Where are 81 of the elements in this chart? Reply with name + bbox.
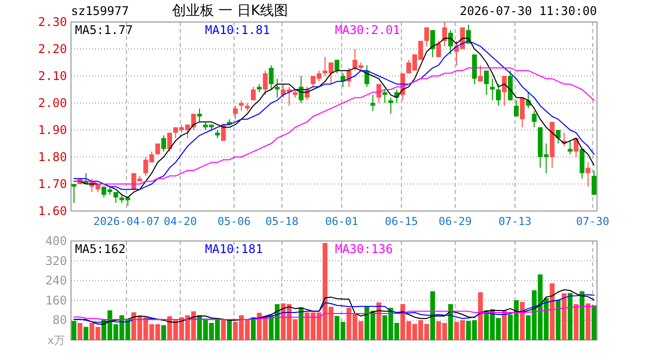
y-tick-label: 2.10 (38, 69, 67, 83)
candlestick (448, 30, 453, 55)
y-tick-label: 2.00 (38, 96, 67, 110)
bar (78, 322, 82, 340)
candlestick (161, 134, 166, 152)
y-tick-label: 80 (52, 313, 67, 328)
candlestick (346, 67, 352, 88)
candlestick (514, 100, 519, 117)
x-tick-label: 07-13 (498, 215, 532, 228)
text: MA30:2.01 (335, 23, 400, 37)
y-tick-label: 1.90 (38, 123, 67, 137)
candlestick (574, 138, 578, 158)
bar (161, 325, 166, 340)
candlestick (436, 40, 441, 58)
x-tick-label: 05-18 (265, 215, 298, 228)
candlestick (167, 132, 172, 152)
candlestick (520, 97, 525, 128)
x-tick-label: 07-30 (576, 215, 610, 228)
candlestick (334, 59, 340, 74)
bar (84, 326, 88, 340)
candlestick (424, 26, 430, 47)
candlestick (532, 110, 537, 128)
candlestick (262, 70, 268, 96)
candlestick (592, 170, 596, 196)
candlestick (568, 140, 572, 155)
candlestick (478, 64, 483, 82)
bar (574, 304, 578, 340)
text: sz159977 (71, 4, 129, 18)
candlestick (586, 162, 590, 188)
y-tick-label: 1.70 (38, 177, 67, 191)
x-tick-label: 06-01 (325, 215, 358, 228)
bar (72, 320, 76, 340)
candlestick (232, 105, 238, 120)
x-tick-label: 2026-04-07 (93, 215, 160, 228)
candlestick (442, 22, 447, 47)
text: MA10:181 (205, 242, 263, 256)
candlestick (197, 108, 202, 122)
y-axis-title: x万 (47, 334, 65, 347)
candlestick (496, 84, 501, 106)
text: MA10:1.81 (205, 23, 270, 37)
y-tick-label: 320 (45, 254, 67, 268)
bar (562, 293, 567, 340)
candlestick (113, 192, 118, 204)
y-tick-label: 2.30 (38, 15, 67, 29)
bar (221, 319, 226, 340)
bar (592, 305, 596, 340)
bar (298, 307, 304, 340)
y-tick-label: 400 (45, 234, 67, 248)
candlestick (484, 70, 489, 96)
bar (430, 291, 436, 340)
bar (448, 304, 453, 340)
y-tick-label: 1.80 (38, 150, 67, 164)
y-tick-label: 1.60 (38, 204, 67, 218)
line-series (73, 289, 595, 325)
text: 2026-07-30 11:30:00 (460, 4, 597, 18)
line-series (73, 306, 595, 320)
text: MA5:1.77 (75, 23, 133, 37)
chart-title: 创业板 一 日K线图 (172, 3, 288, 19)
x-tick-label: 05-06 (218, 215, 251, 228)
candlestick (72, 184, 76, 204)
y-tick-label: 240 (45, 274, 67, 288)
candlestick (155, 143, 160, 155)
y-tick-label: 160 (45, 293, 67, 308)
bar (478, 292, 483, 340)
text: MA30:136 (335, 242, 393, 256)
candlestick (340, 72, 346, 88)
candlestick (490, 78, 495, 101)
candlestick (250, 86, 256, 101)
text: MA5:162 (75, 242, 126, 256)
candlestick (430, 30, 436, 58)
candlestick (382, 89, 388, 104)
bar (227, 320, 232, 340)
candlestick (268, 64, 274, 90)
y-tick-label: 2.20 (38, 42, 67, 56)
x-tick-label: 06-15 (384, 215, 418, 228)
bar (586, 303, 590, 340)
x-tick-label: 04-20 (164, 215, 197, 228)
x-tick-label: 06-29 (438, 215, 472, 228)
bar (568, 292, 572, 340)
bar (580, 291, 584, 340)
bar (556, 300, 561, 340)
